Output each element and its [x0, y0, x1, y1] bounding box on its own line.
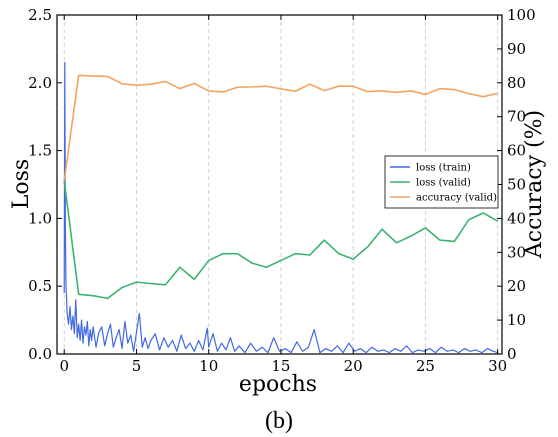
y-axis-right-title: Accuracy (%): [522, 110, 547, 259]
y-right-tick-label: 30: [507, 243, 526, 261]
y-right-tick-label: 70: [507, 108, 526, 126]
x-tick-label: 30: [488, 357, 507, 375]
y-right-tick-label: 50: [507, 176, 526, 194]
x-tick-label: 20: [344, 357, 363, 375]
series-loss-train: [63, 61, 498, 354]
y-axis-left-title: Loss: [9, 159, 34, 209]
y-left-tick-label: 1.5: [28, 142, 52, 160]
legend-label: loss (train): [416, 163, 471, 174]
series-accuracy-valid: [63, 74, 498, 182]
y-right-tick-label: 80: [507, 74, 526, 92]
y-left-tick-label: 1.0: [28, 209, 52, 227]
y-right-tick-label: 90: [507, 40, 526, 58]
legend-label: loss (valid): [416, 178, 471, 189]
y-left-tick-label: 0.5: [28, 277, 52, 295]
y-right-tick-label: 100: [507, 6, 536, 24]
y-right-tick-label: 20: [507, 277, 526, 295]
x-tick-label: 25: [416, 357, 435, 375]
legend-label: accuracy (valid): [416, 193, 497, 204]
y-left-tick-label: 2.0: [28, 74, 52, 92]
legend: loss (train) loss (valid) accuracy (valid): [384, 155, 499, 209]
y-right-tick-label: 0: [507, 345, 517, 363]
ticks: 0 5 10 15 20 25 30 0.0 0.5 1.0 1.5 2.0 2.5 0 10 20 30 40 5…: [28, 6, 536, 375]
series-loss-valid: [63, 180, 499, 300]
x-tick-label: 15: [271, 357, 290, 375]
x-axis-title: epochs: [239, 372, 317, 397]
x-tick-label: 10: [199, 357, 218, 375]
plot-area: [63, 61, 499, 354]
x-tick-label: 0: [59, 357, 69, 375]
y-right-tick-label: 60: [507, 142, 526, 160]
x-tick-label: 5: [132, 357, 142, 375]
y-right-tick-label: 40: [507, 209, 526, 227]
y-left-tick-label: 2.5: [28, 6, 52, 24]
figure-caption: (b): [265, 408, 293, 434]
y-left-tick-label: 0.0: [28, 345, 52, 363]
y-right-tick-label: 10: [507, 311, 526, 329]
